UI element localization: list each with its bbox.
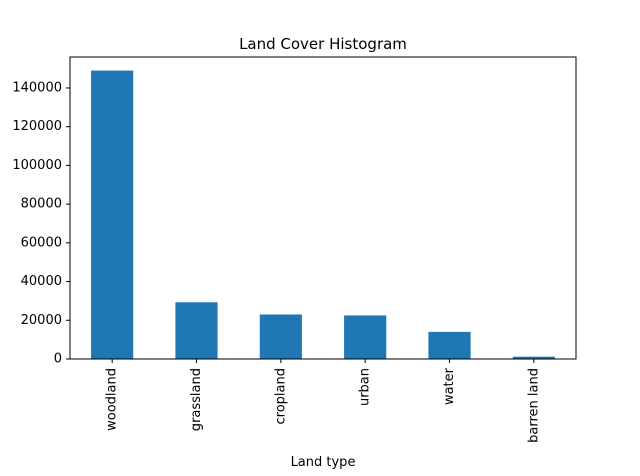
plot-frame — [69, 56, 577, 360]
x-tick-label: water — [442, 367, 457, 405]
y-tick-label: 0 — [54, 352, 62, 367]
bar-woodland — [91, 70, 134, 360]
x-tick-label: barren land — [526, 368, 541, 443]
bar-grassland — [175, 302, 218, 359]
bar-urban — [344, 315, 387, 359]
y-tick-label: 80000 — [21, 197, 62, 212]
bars-group — [91, 70, 555, 360]
x-axis: woodland grassland cropland urban water barre… — [105, 359, 541, 443]
y-tick-label: 40000 — [21, 274, 62, 289]
y-tick-label: 100000 — [12, 158, 62, 173]
x-tick-label: urban — [358, 368, 373, 406]
y-tick-label: 120000 — [12, 119, 62, 134]
x-tick-label: grassland — [189, 368, 204, 431]
bar-barren-land — [512, 356, 555, 359]
bar-cropland — [259, 314, 302, 359]
x-axis-label: Land type — [291, 455, 356, 470]
bar-water — [428, 331, 471, 359]
chart-title: Land Cover Histogram — [239, 35, 407, 53]
y-tick-label: 60000 — [21, 235, 62, 250]
x-tick-label: cropland — [273, 368, 288, 424]
y-axis: 0 20000 40000 60000 80000 100000 120000 140000 — [12, 80, 70, 367]
y-tick-label: 140000 — [12, 80, 62, 95]
x-tick-label: woodland — [105, 368, 120, 431]
y-tick-label: 20000 — [21, 313, 62, 328]
